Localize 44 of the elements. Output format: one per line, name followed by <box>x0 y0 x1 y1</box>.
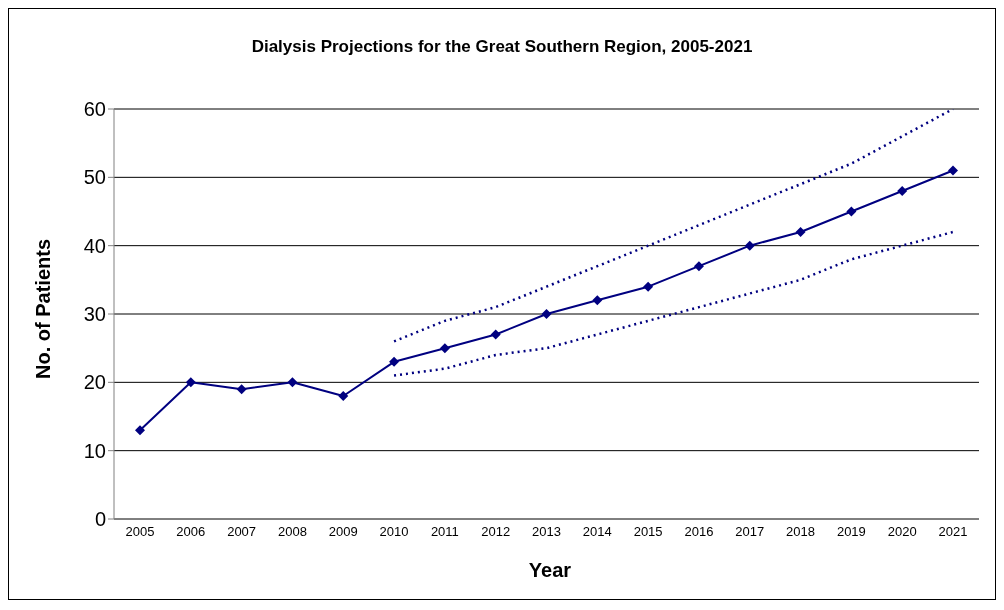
x-tick-label: 2009 <box>328 524 358 540</box>
x-axis-title: Year <box>527 559 573 582</box>
x-tick-label: 2020 <box>887 524 917 540</box>
y-tick-label: 10 <box>83 439 106 462</box>
x-tick-label: 2021 <box>938 524 968 540</box>
point <box>439 343 450 354</box>
point <box>287 377 298 388</box>
y-axis-title: No. of Patients <box>31 238 55 380</box>
x-tick-label: 2016 <box>684 524 714 540</box>
point <box>135 425 145 436</box>
point <box>643 281 654 292</box>
x-tick-label: 2011 <box>430 524 459 540</box>
chart-title: Dialysis Projections for the Great Southern Region, 2005-2021 <box>250 37 754 57</box>
y-tick-label: 0 <box>94 508 106 531</box>
y-tick-label: 20 <box>83 371 106 394</box>
x-tick-label: 2015 <box>633 524 663 540</box>
x-tick-label: 2019 <box>836 524 866 540</box>
point <box>541 309 552 319</box>
point <box>338 391 349 401</box>
point <box>236 384 247 395</box>
point <box>948 165 958 176</box>
x-tick-label: 2008 <box>277 524 307 540</box>
point <box>490 329 501 340</box>
x-tick-label: 2014 <box>582 524 612 540</box>
x-tick-label: 2007 <box>227 524 257 540</box>
x-tick-label: 2010 <box>379 524 409 540</box>
x-tick-label: 2005 <box>125 524 155 540</box>
x-tick-label: 2013 <box>532 524 561 540</box>
point <box>897 186 908 196</box>
point <box>389 356 400 367</box>
point <box>744 240 755 251</box>
y-tick-label: 30 <box>83 303 106 326</box>
y-tick-label: 60 <box>83 98 106 121</box>
x-tick-label: 2006 <box>176 524 206 540</box>
point <box>693 261 704 272</box>
x-tick-label: 2012 <box>481 524 511 540</box>
point <box>846 206 857 217</box>
y-tick-label: 50 <box>83 166 106 189</box>
line-series <box>392 230 955 377</box>
x-tick-label: 2017 <box>735 524 765 540</box>
y-tick-label: 40 <box>83 234 106 257</box>
point <box>592 295 603 306</box>
x-tick-label: 2018 <box>786 524 816 540</box>
point <box>185 377 196 388</box>
